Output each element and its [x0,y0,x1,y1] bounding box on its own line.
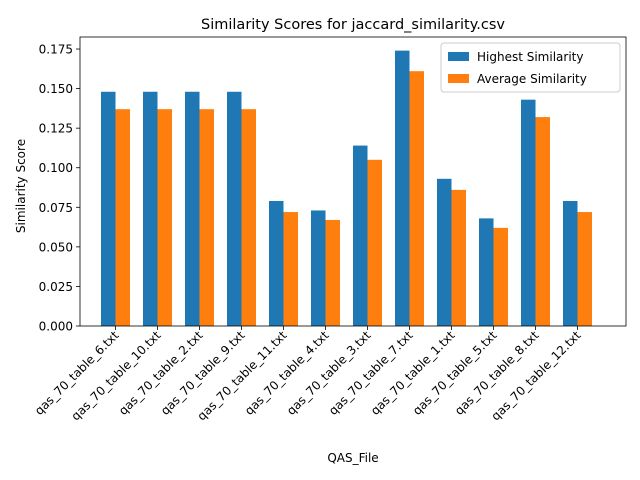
bar-average-12 [577,212,592,326]
bar-average-5 [283,212,298,326]
bar-average-2 [157,109,172,326]
legend-label-2: Average Similarity [477,72,587,86]
y-tick-label: 0.100 [39,161,73,175]
bar-highest-9 [437,178,452,326]
bar-average-6 [325,219,340,326]
bar-highest-8 [395,50,410,326]
bar-average-10 [493,227,508,326]
x-axis-label: QAS_File [327,451,378,465]
bar-highest-3 [185,91,200,326]
legend-label-1: Highest Similarity [477,50,583,64]
bar-average-3 [199,109,214,326]
y-tick-label: 0.150 [39,82,73,96]
axes-frame [79,36,627,327]
legend-swatch-2 [448,74,469,83]
bar-average-11 [535,117,550,326]
chart-title: Similarity Scores for jaccard_similarity… [201,17,505,33]
bar-average-4 [241,109,256,326]
y-tick-label: 0.175 [39,43,73,57]
legend-box [440,42,621,93]
bar-average-7 [367,159,382,326]
bar-highest-11 [521,99,536,326]
bar-highest-12 [563,200,578,326]
bar-highest-7 [353,145,368,326]
y-tick-label: 0.125 [39,122,73,136]
bar-average-8 [409,71,424,326]
bar-average-9 [451,189,466,326]
bar-average-1 [115,109,130,326]
y-tick-label: 0.050 [39,240,73,254]
bar-highest-5 [269,200,284,326]
legend-swatch-1 [448,52,469,61]
bar-highest-2 [143,91,158,326]
bar-highest-1 [101,91,116,326]
plot-area: 0.000 0.025 0.050 0.075 0.100 0.125 0.150 0.175… [32,36,627,423]
y-tick-label: 0.075 [39,201,73,215]
bar-highest-10 [479,218,494,326]
y-tick-label: 0.000 [39,320,73,334]
y-tick-label: 0.025 [39,280,73,294]
y-axis-label: Similarity Score [14,139,28,233]
bar-highest-4 [227,91,242,326]
bar-highest-6 [311,210,326,326]
